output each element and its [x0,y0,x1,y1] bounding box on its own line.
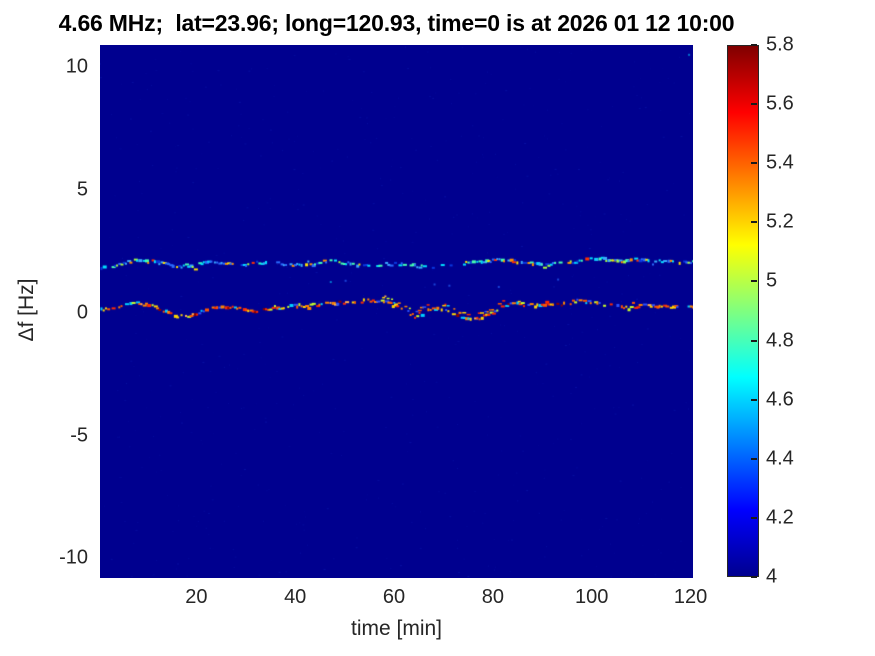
y-tick-label: 5 [76,178,88,201]
colorbar-tick-label: 5.2 [766,210,794,233]
colorbar-tick-mark [751,280,757,283]
y-tick-label: 0 [76,301,88,324]
colorbar-tick-mark [751,221,757,224]
x-tick-label: 120 [673,586,708,608]
chart-title: 4.66 MHz; lat=23.96; long=120.93, time=0… [58,10,735,36]
x-tick-label: 100 [575,586,609,608]
x-tick-label: 40 [284,586,307,608]
colorbar-tick-label: 5 [766,269,778,292]
y-tick-label: 10 [65,55,88,78]
colorbar-tick-label: 4.2 [766,506,794,529]
y-tick-label: -10 [59,546,88,569]
colorbar-tick-mark [751,162,757,165]
colorbar-tick-mark [751,516,757,519]
y-axis-label: Δf [Hz] [15,278,38,342]
colorbar-tick-label: 5.6 [766,92,794,115]
colorbar-tick-label: 4.8 [766,329,794,352]
colorbar-tick-label: 4.4 [766,447,794,470]
colorbar [727,45,759,577]
x-tick-label: 80 [481,586,504,608]
colorbar-tick-mark [751,398,757,401]
x-tick-label: 20 [185,586,208,608]
colorbar-tick-mark [751,44,757,46]
x-tick-label: 60 [382,586,406,608]
colorbar-tick-label: 4 [766,565,778,588]
colorbar-tick-mark [751,103,757,106]
heatmap-canvas [100,45,693,578]
colorbar-tick-label: 5.4 [766,151,794,174]
colorbar-tick-label: 5.8 [766,33,794,56]
colorbar-tick-mark [751,339,757,342]
y-tick-label: -5 [70,424,88,447]
x-axis-label: time [min] [350,617,442,640]
colorbar-tick-mark [751,457,757,460]
colorbar-tick-label: 4.6 [766,388,794,411]
colorbar-tick-mark [751,576,757,578]
